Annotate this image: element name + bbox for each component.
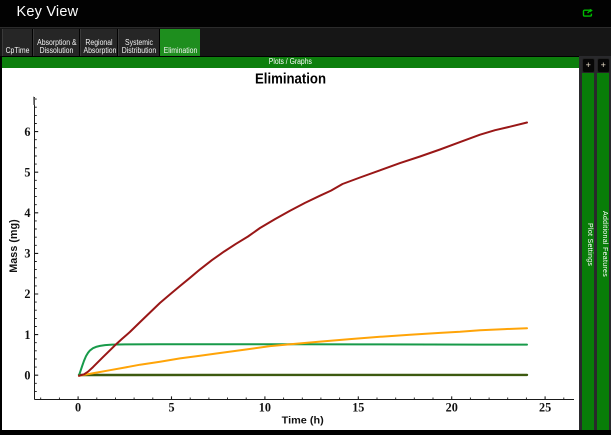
svg-text:5: 5	[168, 401, 174, 415]
svg-text:1: 1	[24, 328, 30, 342]
svg-text:0: 0	[24, 368, 30, 382]
svg-text:Mass (mg): Mass (mg)	[8, 219, 20, 273]
svg-text:25: 25	[539, 401, 551, 415]
svg-text:5: 5	[24, 165, 30, 179]
svg-text:3: 3	[24, 247, 30, 261]
svg-text:4: 4	[24, 206, 30, 220]
svg-text:0: 0	[75, 401, 81, 415]
svg-text:Time (h): Time (h)	[282, 415, 324, 426]
svg-text:Elimination: Elimination	[255, 72, 326, 88]
svg-text:10: 10	[259, 401, 271, 415]
svg-text:15: 15	[352, 401, 364, 415]
svg-text:20: 20	[446, 401, 458, 415]
svg-text:2: 2	[24, 287, 30, 301]
svg-text:6: 6	[24, 125, 30, 139]
